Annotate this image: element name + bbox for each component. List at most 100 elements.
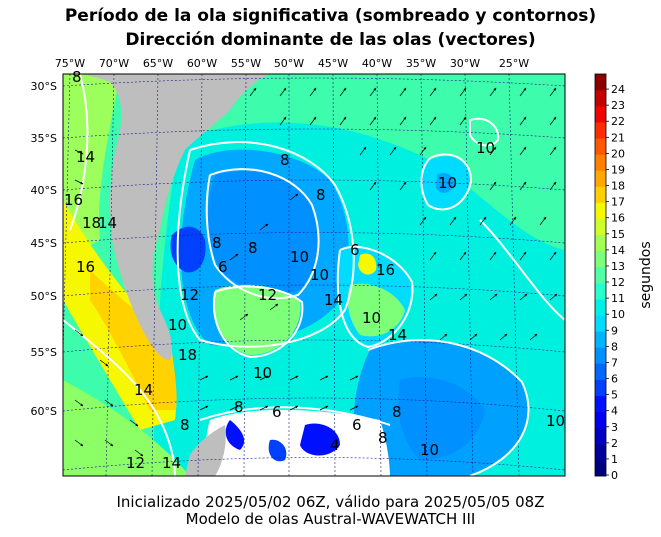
contour-label: 6 (218, 258, 228, 276)
map-title-line1: Período de la ola significativa (sombrea… (64, 6, 597, 26)
contour-label: 8 (316, 186, 326, 204)
colorbar-tick-label: 16 (611, 212, 625, 225)
colorbar-swatch (595, 154, 606, 171)
contour-label: 8 (72, 68, 82, 86)
lat-label: 55°S (31, 346, 57, 359)
contour-labels: 8 14 16 18 14 16 8 8 10 10 8 6 8 10 10 1… (64, 68, 565, 472)
colorbar-swatch (595, 250, 606, 268)
colorbar-tick-label: 17 (611, 196, 625, 209)
contour-label: 10 (168, 316, 187, 334)
colorbar-tick-label: 22 (611, 115, 625, 128)
lat-label: 35°S (31, 132, 57, 145)
colorbar-tick-label: 7 (611, 356, 618, 369)
colorbar-tick-label: 24 (611, 83, 625, 96)
lon-label: 50°W (274, 57, 304, 70)
colorbar-swatch (595, 106, 606, 123)
contour-label: 12 (258, 286, 277, 304)
colorbar-swatch (595, 363, 606, 380)
colorbar-swatch (595, 218, 606, 236)
colorbar-swatch (595, 459, 606, 477)
contour-label: 10 (420, 441, 439, 459)
wave-direction-vectors (74, 87, 558, 457)
contour-label: 8 (392, 403, 402, 421)
footer-line2: Modelo de olas Austral-WAVEWATCH III (185, 510, 476, 528)
colorbar-tick-label: 5 (611, 389, 618, 402)
contour-label: 6 (272, 403, 282, 421)
colorbar-tick-label: 1 (611, 453, 618, 466)
contour-label: 18 (178, 346, 197, 364)
lon-label: 40°W (362, 57, 392, 70)
lat-label: 30°S (31, 80, 57, 93)
colorbar-swatch (595, 347, 606, 364)
colorbar-tick-label: 0 (611, 469, 618, 482)
contour-label: 10 (476, 139, 495, 157)
contour-label: 16 (376, 261, 395, 279)
colorbar-swatch (595, 234, 606, 252)
colorbar-swatch (595, 90, 606, 107)
latitude-labels: 30°S 35°S 40°S 45°S 50°S 55°S 60°S (31, 80, 57, 418)
lat-label: 40°S (31, 184, 57, 197)
contour-label: 6 (352, 416, 362, 434)
colorbar-tick-label: 15 (611, 228, 625, 241)
colorbar-swatch (595, 443, 606, 461)
colorbar-tick-label: 2 (611, 437, 618, 450)
colorbar-tick-label: 20 (611, 147, 625, 160)
lon-label: 60°W (187, 57, 217, 70)
contour-lines (63, 74, 565, 476)
contour-label: 16 (64, 191, 83, 209)
contour-label: 14 (98, 214, 117, 232)
footer-line1: Inicializado 2025/05/02 06Z, válido para… (116, 493, 545, 511)
lat-label: 45°S (31, 237, 57, 250)
colorbar-swatch (595, 299, 606, 316)
contour-label: 6 (350, 241, 360, 259)
contour-label: 10 (362, 309, 381, 327)
lon-label: 45°W (318, 57, 348, 70)
map-title-line2: Dirección dominante de las olas (vectore… (125, 30, 536, 50)
lon-label: 70°W (99, 57, 129, 70)
lon-label: 25°W (499, 57, 529, 70)
colorbar-label: segundos (638, 241, 654, 308)
contour-label: 18 (82, 214, 101, 232)
lat-label: 50°S (31, 290, 57, 303)
colorbar-tick-label: 21 (611, 131, 625, 144)
colorbar-frame (594, 73, 607, 477)
contour-label: 14 (324, 291, 343, 309)
colorbar-swatch (595, 283, 606, 300)
colorbar-tick-label: 18 (611, 180, 625, 193)
colorbar-swatch (595, 315, 606, 332)
contour-label: 8 (212, 234, 222, 252)
contour-label: 8 (280, 151, 290, 169)
colorbar-swatch (595, 266, 606, 284)
colorbar-tick-label: 14 (611, 244, 625, 257)
lon-label: 30°W (450, 57, 480, 70)
colorbar-tick-label: 6 (611, 373, 618, 386)
contour-label: 10 (253, 364, 272, 382)
colorbar-swatch (595, 395, 606, 412)
map-frame (62, 73, 566, 477)
contour-label: 10 (290, 248, 309, 266)
longitude-labels: 75°W 70°W 65°W 60°W 55°W 50°W 45°W 40°W … (55, 57, 529, 70)
graticule (63, 74, 565, 476)
contour-label: 12 (126, 454, 145, 472)
colorbar-swatch (595, 138, 606, 155)
colorbar-tick-label: 4 (611, 405, 618, 418)
colorbar-swatch (595, 74, 606, 91)
colorbar-swatch (595, 379, 606, 396)
contour-label: 8 (378, 429, 388, 447)
contour-label: 8 (248, 239, 258, 257)
colorbar-swatch (595, 331, 606, 348)
contour-label: 14 (76, 148, 95, 166)
contour-label: 10 (546, 412, 565, 430)
contour-label: 8 (234, 398, 244, 416)
colorbar-swatch (595, 427, 606, 445)
colorbar-tick-label: 12 (611, 276, 625, 289)
contour-label: 14 (388, 326, 407, 344)
colorbar-tick-label: 8 (611, 340, 618, 353)
lat-label: 60°S (31, 405, 57, 418)
contour-label: 10 (310, 266, 329, 284)
contour-label: 10 (438, 174, 457, 192)
colorbar-swatch (595, 122, 606, 139)
contour-label: 8 (180, 416, 190, 434)
